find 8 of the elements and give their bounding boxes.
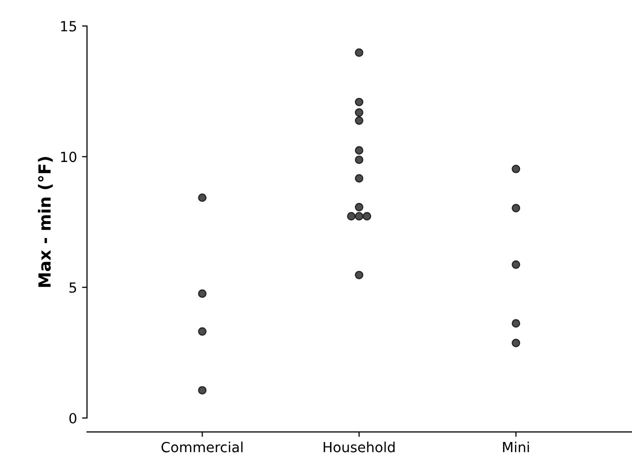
y-tick-label: 5 (70, 282, 76, 293)
y-tick-label: 10 (61, 152, 76, 162)
y-tick-label: 0 (69, 412, 76, 424)
x-tick-label: Mini (503, 442, 529, 452)
y-axis-title: Max - min (°F) (38, 157, 53, 287)
x-tick-label: Commercial (162, 442, 242, 452)
y-tick-label: 15 (61, 21, 76, 32)
x-tick-label: Household (324, 442, 395, 452)
